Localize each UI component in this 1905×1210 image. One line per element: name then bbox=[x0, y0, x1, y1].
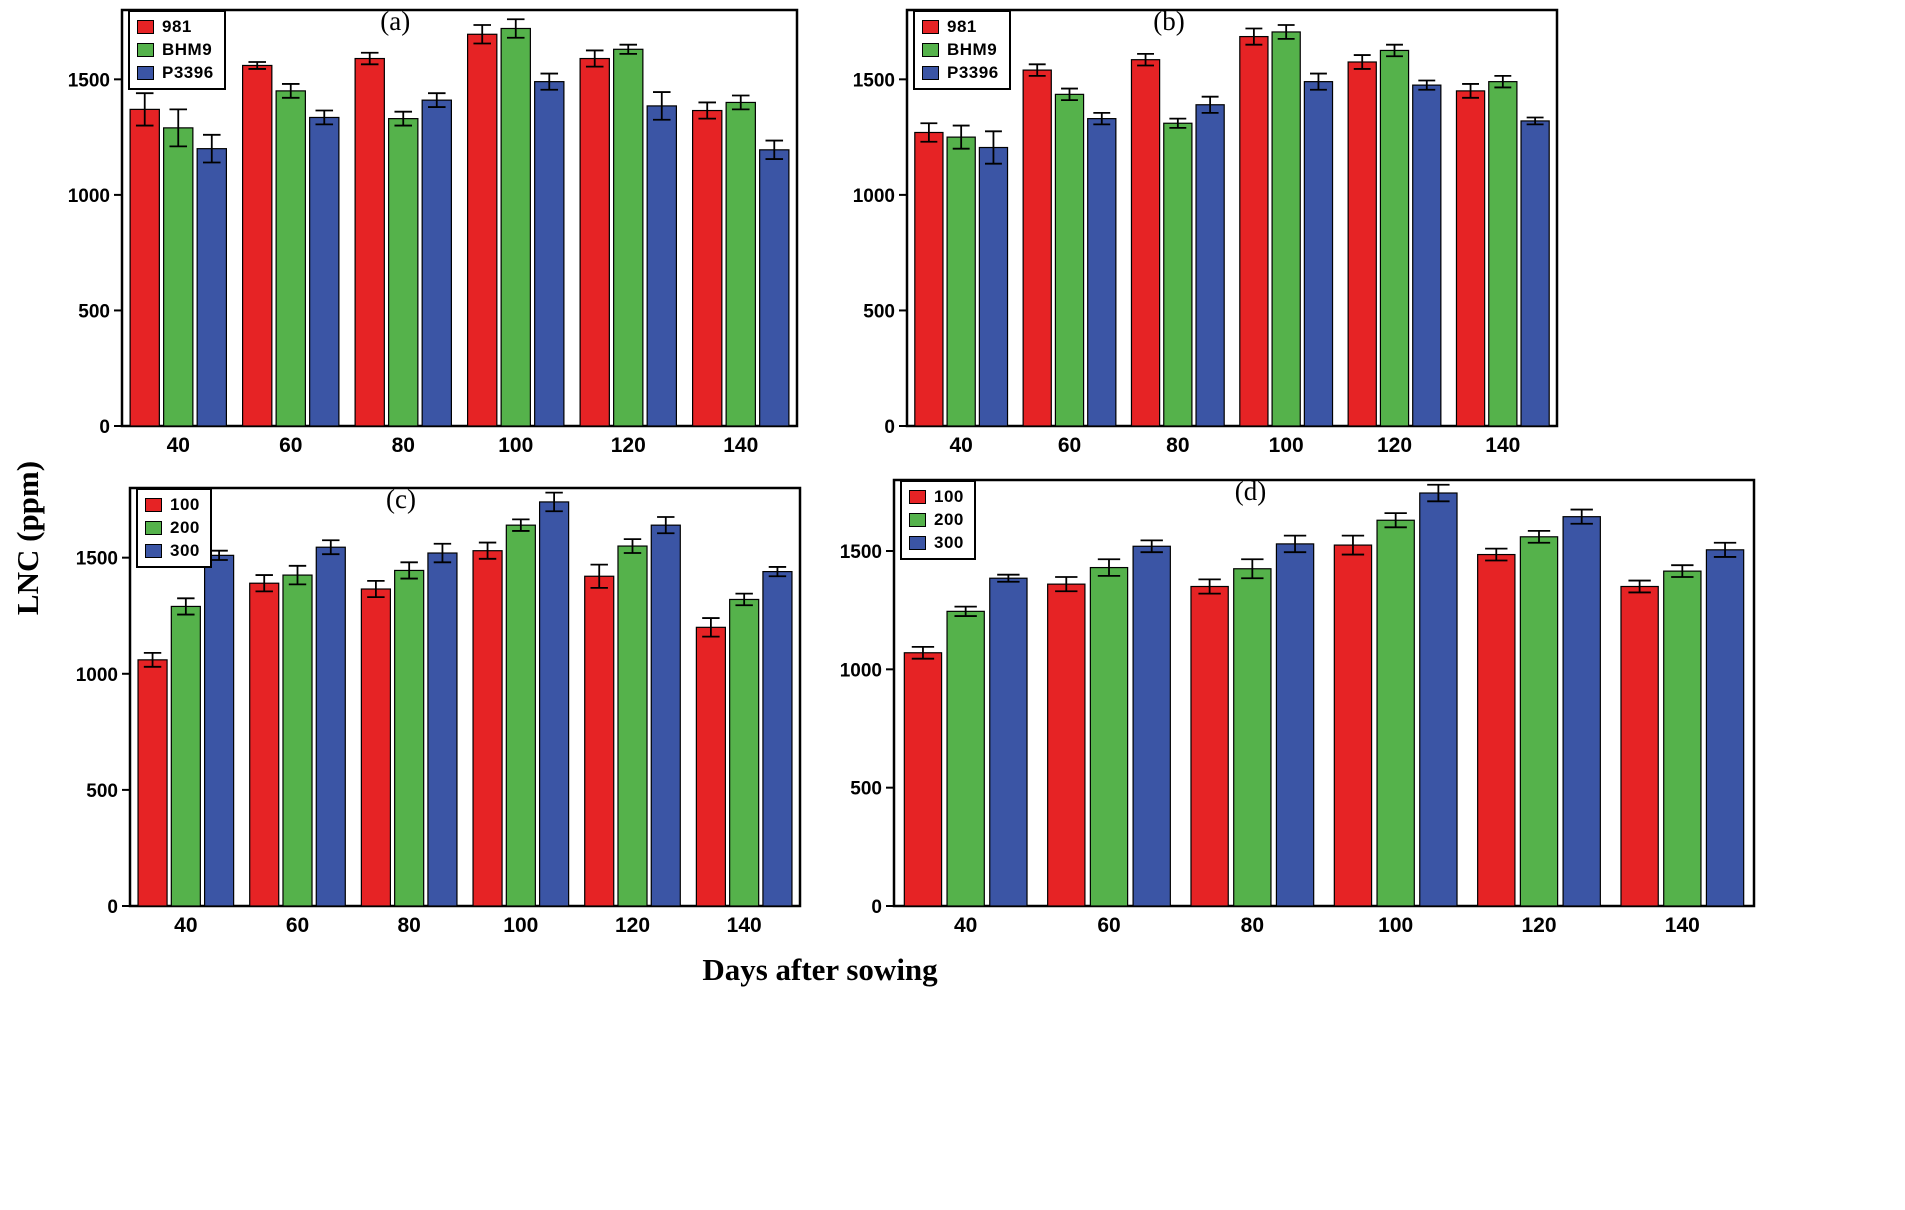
legend-a: 981 BHM9 P3396 bbox=[128, 10, 226, 90]
svg-text:40: 40 bbox=[949, 434, 972, 457]
legend-swatch-green bbox=[145, 521, 162, 535]
svg-text:60: 60 bbox=[279, 434, 302, 457]
legend-swatch-red bbox=[137, 20, 154, 34]
svg-text:500: 500 bbox=[78, 301, 110, 322]
legend-label: 200 bbox=[934, 510, 964, 529]
svg-text:80: 80 bbox=[392, 434, 415, 457]
legend-swatch-green bbox=[922, 43, 939, 57]
svg-text:1000: 1000 bbox=[840, 660, 882, 681]
legend-label: P3396 bbox=[947, 63, 999, 82]
legend-item: BHM9 bbox=[137, 40, 214, 60]
legend-label: 100 bbox=[934, 487, 964, 506]
svg-text:140: 140 bbox=[723, 434, 758, 457]
svg-text:120: 120 bbox=[615, 914, 650, 937]
legend-label: 300 bbox=[170, 541, 200, 560]
bar-chart-b: 0 500 1000 1500 40 60 80 100 120 140 bbox=[853, 8, 1559, 457]
svg-text:1500: 1500 bbox=[68, 70, 110, 91]
legend-item: P3396 bbox=[922, 63, 999, 83]
svg-text:0: 0 bbox=[884, 417, 895, 438]
legend-item: 200 bbox=[145, 518, 200, 538]
x-axis-label: Days after sowing bbox=[702, 952, 938, 987]
legend-label: 200 bbox=[170, 518, 200, 537]
legend-swatch-blue bbox=[145, 544, 162, 558]
svg-text:80: 80 bbox=[397, 914, 420, 937]
svg-text:1000: 1000 bbox=[853, 186, 895, 207]
legend-swatch-green bbox=[137, 43, 154, 57]
svg-text:40: 40 bbox=[954, 914, 977, 937]
legend-label: 981 bbox=[162, 17, 192, 36]
svg-text:120: 120 bbox=[1521, 914, 1556, 937]
svg-text:140: 140 bbox=[727, 914, 762, 937]
bar-chart-c: 0 500 1000 1500 40 60 80 100 120 140 bbox=[76, 486, 802, 937]
svg-text:40: 40 bbox=[174, 914, 197, 937]
svg-text:40: 40 bbox=[167, 434, 190, 457]
svg-text:0: 0 bbox=[871, 897, 882, 918]
legend-item: 100 bbox=[909, 487, 964, 507]
svg-text:1500: 1500 bbox=[76, 549, 118, 570]
legend-item: 200 bbox=[909, 510, 964, 530]
legend-label: 981 bbox=[947, 17, 977, 36]
svg-text:80: 80 bbox=[1166, 434, 1189, 457]
legend-item: 981 bbox=[137, 17, 214, 37]
legend-label: BHM9 bbox=[162, 40, 213, 59]
svg-text:60: 60 bbox=[286, 914, 309, 937]
legend-swatch-blue bbox=[922, 66, 939, 80]
svg-text:120: 120 bbox=[1377, 434, 1412, 457]
legend-swatch-red bbox=[922, 20, 939, 34]
svg-text:100: 100 bbox=[498, 434, 533, 457]
legend-item: 300 bbox=[909, 533, 964, 553]
svg-text:100: 100 bbox=[1378, 914, 1413, 937]
svg-text:60: 60 bbox=[1097, 914, 1120, 937]
panel-letter-d: (d) bbox=[1234, 476, 1267, 506]
svg-text:1500: 1500 bbox=[840, 542, 882, 563]
chart-panel-a: 0 500 1000 1500 40 60 80 100 120 140 (a) 981 BHM9… bbox=[60, 2, 805, 462]
svg-text:100: 100 bbox=[503, 914, 538, 937]
chart-panel-c: 0 500 1000 1500 40 60 80 100 120 140 (c) 100 200 … bbox=[68, 480, 808, 942]
y-axis-label: LNC (ppm) bbox=[10, 460, 45, 616]
legend-label: 300 bbox=[934, 533, 964, 552]
svg-text:60: 60 bbox=[1058, 434, 1081, 457]
svg-text:1000: 1000 bbox=[68, 186, 110, 207]
legend-swatch-green bbox=[909, 513, 926, 527]
svg-text:140: 140 bbox=[1485, 434, 1520, 457]
legend-d: 100 200 300 bbox=[900, 480, 976, 560]
svg-text:140: 140 bbox=[1665, 914, 1700, 937]
svg-text:500: 500 bbox=[850, 779, 882, 800]
legend-item: 100 bbox=[145, 495, 200, 515]
panel-letter-a: (a) bbox=[380, 6, 411, 36]
legend-item: 981 bbox=[922, 17, 999, 37]
legend-swatch-blue bbox=[909, 536, 926, 550]
legend-swatch-red bbox=[909, 490, 926, 504]
legend-label: BHM9 bbox=[947, 40, 998, 59]
panel-letter-b: (b) bbox=[1153, 6, 1185, 36]
chart-panel-d: 0 500 1000 1500 40 60 80 100 120 140 (d) 100 200 … bbox=[832, 472, 1762, 942]
svg-text:0: 0 bbox=[99, 417, 110, 438]
svg-text:0: 0 bbox=[107, 897, 118, 918]
legend-swatch-blue bbox=[137, 66, 154, 80]
legend-label: 100 bbox=[170, 495, 200, 514]
legend-item: 300 bbox=[145, 541, 200, 561]
legend-item: BHM9 bbox=[922, 40, 999, 60]
svg-text:1500: 1500 bbox=[853, 70, 895, 91]
bar-chart-d: 0 500 1000 1500 40 60 80 100 120 140 bbox=[840, 478, 1756, 937]
chart-panel-b: 0 500 1000 1500 40 60 80 100 120 140 (b) 981 BHM9… bbox=[845, 2, 1565, 462]
svg-text:120: 120 bbox=[611, 434, 646, 457]
legend-c: 100 200 300 bbox=[136, 488, 212, 568]
panel-letter-c: (c) bbox=[386, 484, 416, 514]
svg-text:1000: 1000 bbox=[76, 665, 118, 686]
svg-text:500: 500 bbox=[863, 301, 895, 322]
bar-chart-a: 0 500 1000 1500 40 60 80 100 120 140 bbox=[68, 8, 799, 457]
svg-text:100: 100 bbox=[1269, 434, 1304, 457]
legend-b: 981 BHM9 P3396 bbox=[913, 10, 1011, 90]
legend-swatch-red bbox=[145, 498, 162, 512]
legend-label: P3396 bbox=[162, 63, 214, 82]
legend-item: P3396 bbox=[137, 63, 214, 83]
svg-text:80: 80 bbox=[1241, 914, 1264, 937]
svg-text:500: 500 bbox=[86, 781, 118, 802]
